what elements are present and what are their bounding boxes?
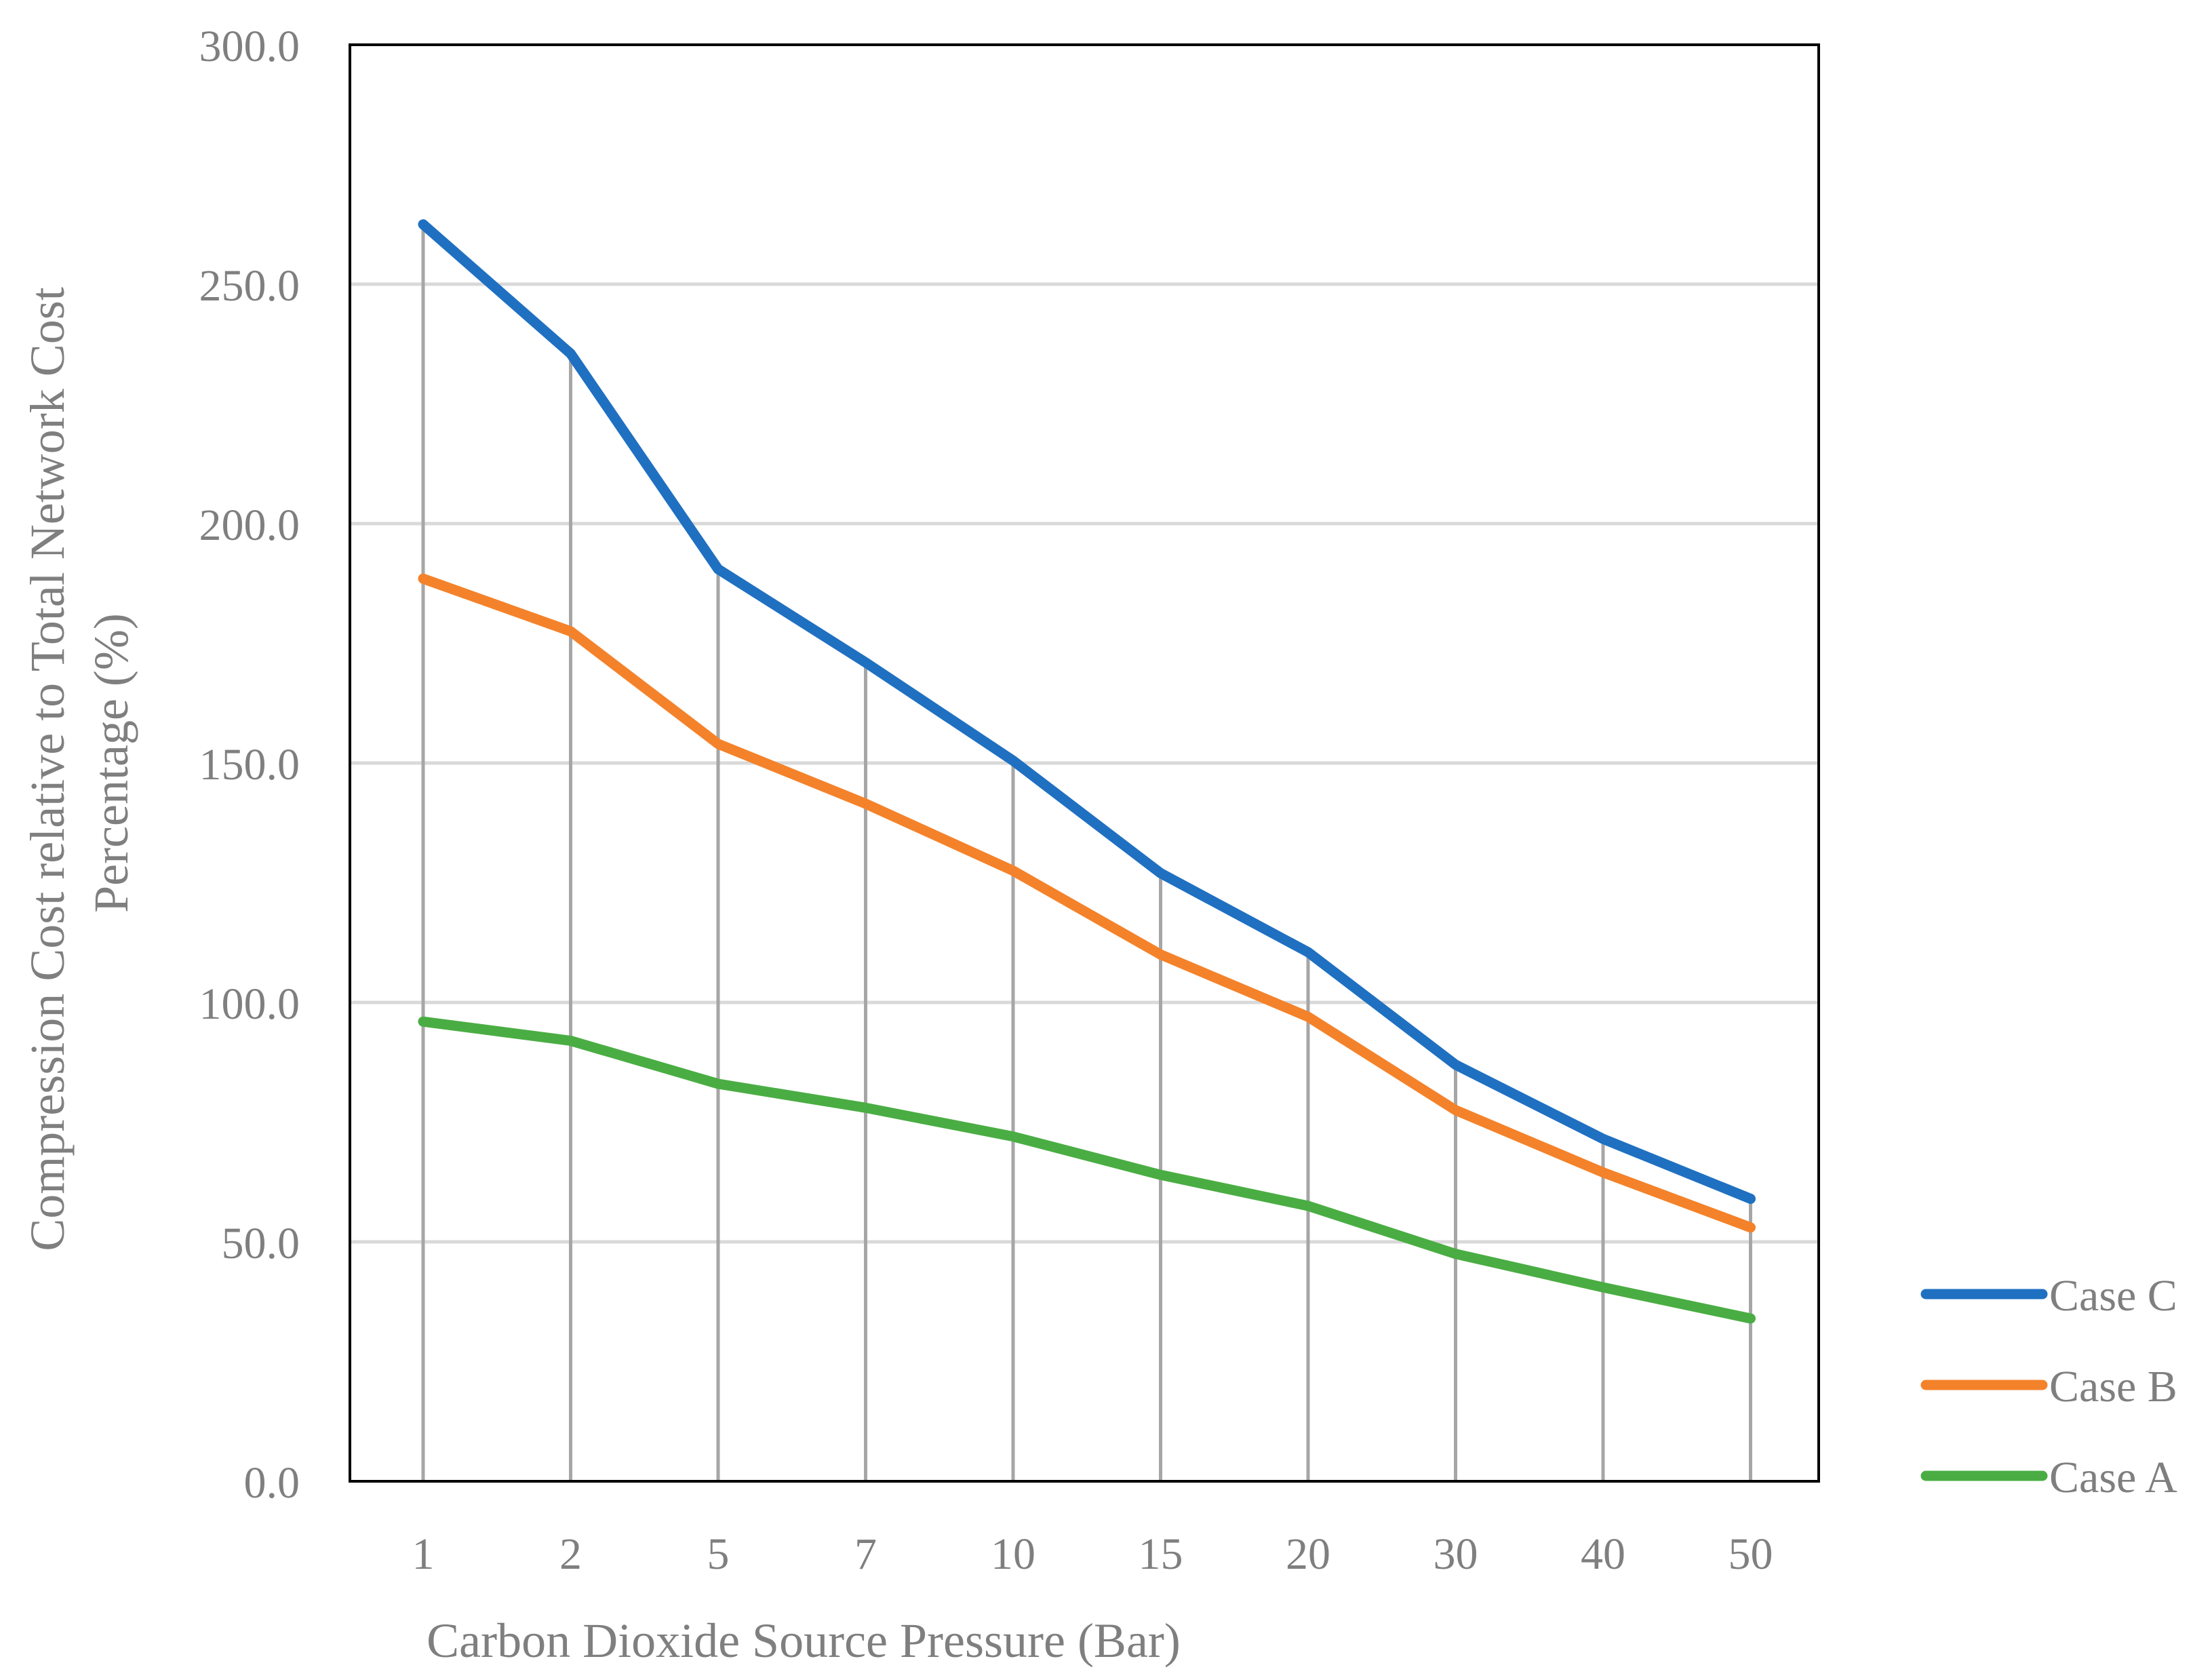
y-tick-label: 250.0 [199, 261, 300, 311]
y-tick-label: 150.0 [199, 740, 300, 789]
x-tick-label: 7 [854, 1529, 877, 1579]
legend-label: Case A [2049, 1453, 2177, 1502]
y-tick-label: 0.0 [244, 1458, 300, 1508]
x-tick-label: 10 [991, 1529, 1035, 1579]
legend: Case C Case B Case A [1920, 1271, 2177, 1502]
x-axis-title: Carbon Dioxide Source Pressure (Bar) [427, 1614, 1181, 1668]
drop-lines [421, 224, 1752, 1481]
y-axis-title: Compression Cost relative to Total Netwo… [20, 275, 138, 1251]
y-axis-tick-labels: 0.0 50.0 100.0 150.0 200.0 250.0 300.0 [199, 22, 300, 1508]
y-tick-label: 200.0 [199, 501, 300, 550]
y-axis-title-line-2: Percentage (%) [84, 613, 138, 913]
x-tick-label: 20 [1286, 1529, 1330, 1579]
series-line-case-b [418, 573, 1756, 1233]
legend-label: Case B [2049, 1362, 2177, 1411]
x-tick-label: 50 [1729, 1529, 1773, 1579]
series-line-case-a [418, 1016, 1756, 1324]
x-tick-label: 15 [1139, 1529, 1183, 1579]
x-tick-label: 40 [1581, 1529, 1625, 1579]
y-tick-label: 300.0 [199, 22, 300, 71]
y-tick-label: 100.0 [199, 979, 300, 1029]
series-lines [418, 219, 1756, 1324]
plot-area-border [349, 43, 1820, 1483]
legend-label: Case C [2049, 1271, 2177, 1321]
y-gridlines [350, 282, 1819, 1244]
x-tick-label: 5 [707, 1529, 730, 1579]
x-tick-label: 2 [559, 1529, 582, 1579]
y-tick-label: 50.0 [222, 1219, 300, 1268]
x-tick-label: 30 [1434, 1529, 1478, 1579]
x-tick-label: 1 [412, 1529, 435, 1579]
y-axis-title-line-1: Compression Cost relative to Total Netwo… [20, 287, 75, 1251]
series-line-case-c [418, 219, 1756, 1204]
x-axis-tick-labels: 1 2 5 7 10 15 20 30 40 50 [412, 1529, 1773, 1579]
